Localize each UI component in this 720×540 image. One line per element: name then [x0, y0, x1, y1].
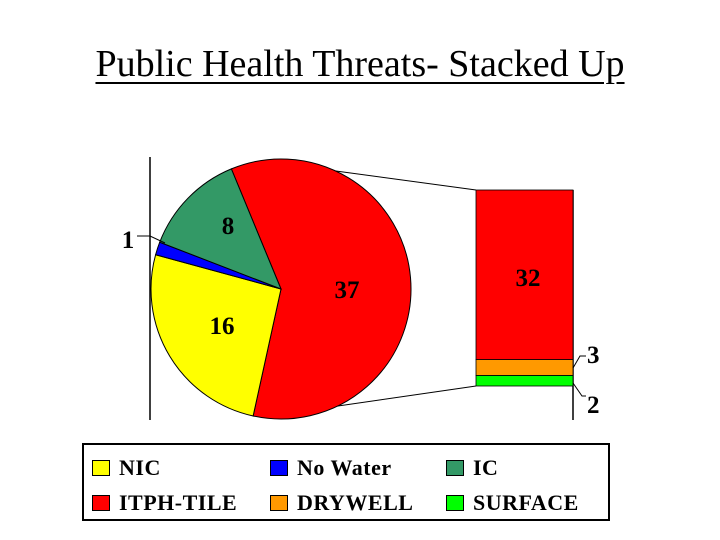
leader-line-surface [572, 382, 586, 397]
pie-label-itph-tile: 37 [335, 277, 360, 304]
bar-segment-surface [475, 375, 574, 387]
legend-swatch-ic [446, 460, 464, 476]
legend-item-no-water: No Water [270, 455, 392, 481]
pie-chart [150, 158, 412, 420]
legend-label-drywell: DRYWELL [297, 490, 414, 515]
legend-swatch-itph-tile [92, 495, 110, 511]
legend-swatch-nic [92, 460, 110, 476]
legend-item-itph-tile: ITPH-TILE [92, 490, 237, 516]
legend-item-nic: NIC [92, 455, 161, 481]
pie-slice-nic [150, 254, 282, 417]
legend-label-no-water: No Water [297, 455, 392, 480]
legend-label-itph-tile: ITPH-TILE [119, 490, 238, 515]
legend-swatch-drywell [270, 495, 288, 511]
stacked-bar [475, 189, 574, 387]
leader-line-drywell [572, 355, 586, 369]
pie-label-ic: 8 [222, 213, 235, 240]
legend-item-surface: SURFACE [446, 490, 579, 516]
bar-label-drywell: 3 [587, 342, 600, 369]
legend-label-nic: NIC [119, 455, 161, 480]
leader-line-no-water [137, 235, 166, 244]
bar-segment-drywell [475, 359, 574, 376]
legend-label-surface: SURFACE [473, 490, 579, 515]
bar-segment-itph-tile [475, 189, 574, 360]
legend: NIC No Water IC ITPH-TILE DRYWELL SURFACE [82, 443, 610, 521]
bar-label-surface: 2 [587, 392, 600, 419]
pie-label-nic: 16 [210, 313, 235, 340]
pie-slice-itph-tile [230, 158, 412, 420]
legend-swatch-no-water [270, 460, 288, 476]
pie-label-no-water: 1 [122, 227, 135, 254]
bar-label-itph-tile: 32 [516, 265, 541, 292]
legend-swatch-surface [446, 495, 464, 511]
legend-item-drywell: DRYWELL [270, 490, 413, 516]
legend-item-ic: IC [446, 455, 498, 481]
chart-title: Public Health Threats- Stacked Up [95, 43, 625, 85]
data-labels: 37 16 1 8 2 3 32 [122, 213, 600, 419]
pie-slice-ic [159, 168, 282, 290]
legend-label-ic: IC [473, 455, 499, 480]
